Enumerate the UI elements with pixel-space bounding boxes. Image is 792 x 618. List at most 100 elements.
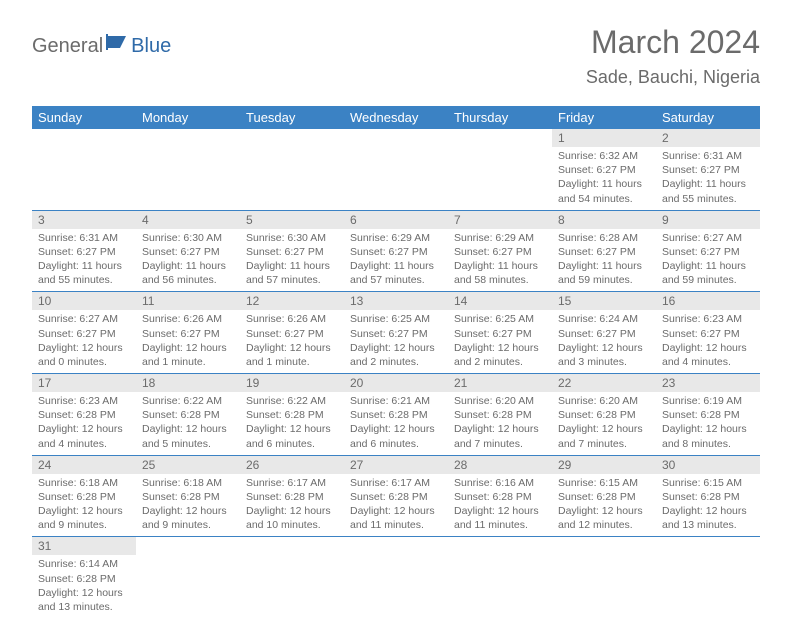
weekday-header: Saturday bbox=[656, 106, 760, 129]
day-data: Sunrise: 6:28 AMSunset: 6:27 PMDaylight:… bbox=[552, 229, 656, 292]
weekday-header: Friday bbox=[552, 106, 656, 129]
calendar-empty-cell bbox=[136, 537, 240, 618]
calendar-empty-cell bbox=[552, 537, 656, 618]
sunset-text: Sunset: 6:28 PM bbox=[662, 408, 754, 422]
day-number: 1 bbox=[552, 129, 656, 147]
day-data: Sunrise: 6:19 AMSunset: 6:28 PMDaylight:… bbox=[656, 392, 760, 455]
daylight-text: Daylight: 12 hours and 6 minutes. bbox=[246, 422, 338, 450]
daylight-text: Daylight: 12 hours and 2 minutes. bbox=[454, 341, 546, 369]
day-number: 23 bbox=[656, 374, 760, 392]
day-data: Sunrise: 6:25 AMSunset: 6:27 PMDaylight:… bbox=[344, 310, 448, 373]
calendar-week-row: 10Sunrise: 6:27 AMSunset: 6:27 PMDayligh… bbox=[32, 292, 760, 374]
calendar-day-cell: 21Sunrise: 6:20 AMSunset: 6:28 PMDayligh… bbox=[448, 374, 552, 456]
sunrise-text: Sunrise: 6:17 AM bbox=[350, 476, 442, 490]
sunrise-text: Sunrise: 6:23 AM bbox=[38, 394, 130, 408]
weekday-header: Tuesday bbox=[240, 106, 344, 129]
weekday-header: Thursday bbox=[448, 106, 552, 129]
calendar-day-cell: 8Sunrise: 6:28 AMSunset: 6:27 PMDaylight… bbox=[552, 210, 656, 292]
sunrise-text: Sunrise: 6:25 AM bbox=[350, 312, 442, 326]
calendar-empty-cell bbox=[448, 129, 552, 210]
sunrise-text: Sunrise: 6:22 AM bbox=[246, 394, 338, 408]
day-data: Sunrise: 6:20 AMSunset: 6:28 PMDaylight:… bbox=[552, 392, 656, 455]
calendar-week-row: 1Sunrise: 6:32 AMSunset: 6:27 PMDaylight… bbox=[32, 129, 760, 210]
calendar-empty-cell bbox=[32, 129, 136, 210]
daylight-text: Daylight: 12 hours and 12 minutes. bbox=[558, 504, 650, 532]
day-number: 30 bbox=[656, 456, 760, 474]
sunset-text: Sunset: 6:27 PM bbox=[350, 327, 442, 341]
sunrise-text: Sunrise: 6:30 AM bbox=[246, 231, 338, 245]
day-data: Sunrise: 6:23 AMSunset: 6:28 PMDaylight:… bbox=[32, 392, 136, 455]
sunset-text: Sunset: 6:28 PM bbox=[558, 490, 650, 504]
daylight-text: Daylight: 12 hours and 5 minutes. bbox=[142, 422, 234, 450]
sunrise-text: Sunrise: 6:15 AM bbox=[558, 476, 650, 490]
calendar-day-cell: 12Sunrise: 6:26 AMSunset: 6:27 PMDayligh… bbox=[240, 292, 344, 374]
day-number: 5 bbox=[240, 211, 344, 229]
sunrise-text: Sunrise: 6:31 AM bbox=[38, 231, 130, 245]
sunset-text: Sunset: 6:27 PM bbox=[558, 163, 650, 177]
day-data: Sunrise: 6:24 AMSunset: 6:27 PMDaylight:… bbox=[552, 310, 656, 373]
sunrise-text: Sunrise: 6:29 AM bbox=[350, 231, 442, 245]
day-number: 6 bbox=[344, 211, 448, 229]
sunset-text: Sunset: 6:28 PM bbox=[558, 408, 650, 422]
day-number: 22 bbox=[552, 374, 656, 392]
day-data: Sunrise: 6:15 AMSunset: 6:28 PMDaylight:… bbox=[656, 474, 760, 537]
sunset-text: Sunset: 6:27 PM bbox=[38, 327, 130, 341]
day-data: Sunrise: 6:22 AMSunset: 6:28 PMDaylight:… bbox=[240, 392, 344, 455]
day-data: Sunrise: 6:30 AMSunset: 6:27 PMDaylight:… bbox=[240, 229, 344, 292]
sunset-text: Sunset: 6:27 PM bbox=[454, 245, 546, 259]
day-data: Sunrise: 6:14 AMSunset: 6:28 PMDaylight:… bbox=[32, 555, 136, 618]
calendar-day-cell: 10Sunrise: 6:27 AMSunset: 6:27 PMDayligh… bbox=[32, 292, 136, 374]
calendar-day-cell: 29Sunrise: 6:15 AMSunset: 6:28 PMDayligh… bbox=[552, 455, 656, 537]
weekday-header: Sunday bbox=[32, 106, 136, 129]
day-number: 19 bbox=[240, 374, 344, 392]
calendar-day-cell: 14Sunrise: 6:25 AMSunset: 6:27 PMDayligh… bbox=[448, 292, 552, 374]
weekday-header-row: Sunday Monday Tuesday Wednesday Thursday… bbox=[32, 106, 760, 129]
daylight-text: Daylight: 12 hours and 10 minutes. bbox=[246, 504, 338, 532]
sunset-text: Sunset: 6:28 PM bbox=[142, 490, 234, 504]
sunset-text: Sunset: 6:27 PM bbox=[662, 245, 754, 259]
sunrise-text: Sunrise: 6:26 AM bbox=[142, 312, 234, 326]
sunset-text: Sunset: 6:27 PM bbox=[350, 245, 442, 259]
daylight-text: Daylight: 12 hours and 4 minutes. bbox=[662, 341, 754, 369]
day-number: 18 bbox=[136, 374, 240, 392]
day-number: 3 bbox=[32, 211, 136, 229]
sunrise-text: Sunrise: 6:22 AM bbox=[142, 394, 234, 408]
calendar-day-cell: 20Sunrise: 6:21 AMSunset: 6:28 PMDayligh… bbox=[344, 374, 448, 456]
calendar-week-row: 31Sunrise: 6:14 AMSunset: 6:28 PMDayligh… bbox=[32, 537, 760, 618]
flag-icon bbox=[106, 34, 128, 55]
calendar-day-cell: 28Sunrise: 6:16 AMSunset: 6:28 PMDayligh… bbox=[448, 455, 552, 537]
daylight-text: Daylight: 11 hours and 55 minutes. bbox=[38, 259, 130, 287]
calendar-day-cell: 22Sunrise: 6:20 AMSunset: 6:28 PMDayligh… bbox=[552, 374, 656, 456]
daylight-text: Daylight: 12 hours and 13 minutes. bbox=[662, 504, 754, 532]
weekday-header: Monday bbox=[136, 106, 240, 129]
logo-text-blue: Blue bbox=[131, 35, 171, 58]
daylight-text: Daylight: 12 hours and 3 minutes. bbox=[558, 341, 650, 369]
calendar-day-cell: 4Sunrise: 6:30 AMSunset: 6:27 PMDaylight… bbox=[136, 210, 240, 292]
calendar-day-cell: 30Sunrise: 6:15 AMSunset: 6:28 PMDayligh… bbox=[656, 455, 760, 537]
header: General Blue March 2024 Sade, Bauchi, Ni… bbox=[32, 24, 760, 88]
calendar-day-cell: 15Sunrise: 6:24 AMSunset: 6:27 PMDayligh… bbox=[552, 292, 656, 374]
daylight-text: Daylight: 12 hours and 8 minutes. bbox=[662, 422, 754, 450]
sunset-text: Sunset: 6:27 PM bbox=[246, 245, 338, 259]
day-number: 11 bbox=[136, 292, 240, 310]
day-number: 25 bbox=[136, 456, 240, 474]
sunset-text: Sunset: 6:28 PM bbox=[350, 490, 442, 504]
day-data: Sunrise: 6:32 AMSunset: 6:27 PMDaylight:… bbox=[552, 147, 656, 210]
logo: General Blue bbox=[32, 34, 171, 59]
calendar-table: Sunday Monday Tuesday Wednesday Thursday… bbox=[32, 106, 760, 618]
calendar-day-cell: 18Sunrise: 6:22 AMSunset: 6:28 PMDayligh… bbox=[136, 374, 240, 456]
calendar-day-cell: 27Sunrise: 6:17 AMSunset: 6:28 PMDayligh… bbox=[344, 455, 448, 537]
day-data: Sunrise: 6:18 AMSunset: 6:28 PMDaylight:… bbox=[32, 474, 136, 537]
sunset-text: Sunset: 6:27 PM bbox=[246, 327, 338, 341]
sunset-text: Sunset: 6:27 PM bbox=[558, 245, 650, 259]
logo-text-general: General bbox=[32, 35, 103, 58]
day-number: 15 bbox=[552, 292, 656, 310]
daylight-text: Daylight: 12 hours and 0 minutes. bbox=[38, 341, 130, 369]
day-data: Sunrise: 6:17 AMSunset: 6:28 PMDaylight:… bbox=[240, 474, 344, 537]
calendar-day-cell: 6Sunrise: 6:29 AMSunset: 6:27 PMDaylight… bbox=[344, 210, 448, 292]
calendar-empty-cell bbox=[344, 537, 448, 618]
day-number: 10 bbox=[32, 292, 136, 310]
daylight-text: Daylight: 11 hours and 58 minutes. bbox=[454, 259, 546, 287]
daylight-text: Daylight: 12 hours and 9 minutes. bbox=[142, 504, 234, 532]
calendar-day-cell: 5Sunrise: 6:30 AMSunset: 6:27 PMDaylight… bbox=[240, 210, 344, 292]
